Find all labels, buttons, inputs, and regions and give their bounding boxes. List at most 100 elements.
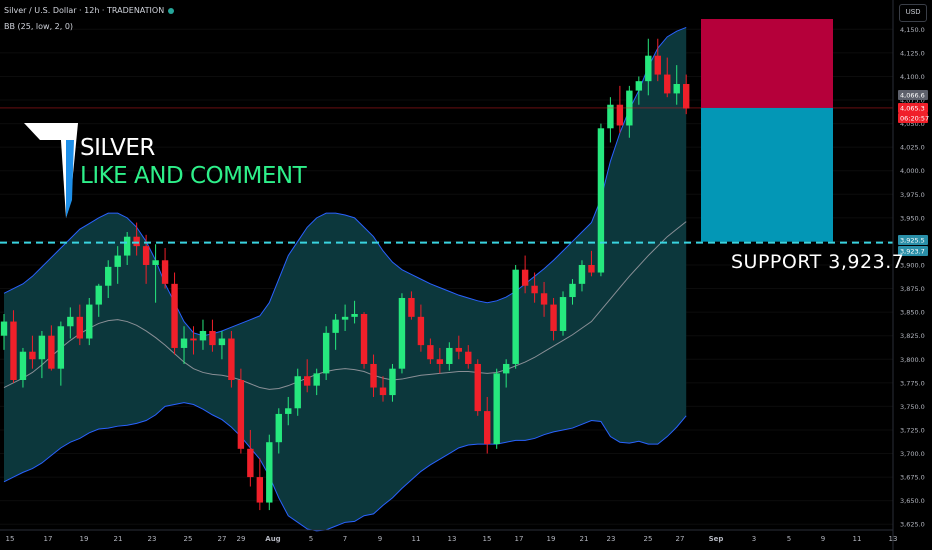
x-tick-label: 13 [889,535,898,543]
indicator-legend[interactable]: BB (25, low, 2, 0) [4,22,73,31]
y-tick-label: 3,975.0 [900,191,925,199]
candle-body [541,293,547,304]
candle-body [503,364,509,373]
x-tick-label: 11 [412,535,421,543]
y-tick-label: 3,825.0 [900,332,925,340]
brand-subtitle: LIKE AND COMMENT [80,163,306,189]
target-zone [701,19,833,108]
x-tick-label: 27 [676,535,685,543]
x-tick-label: 15 [6,535,15,543]
candle-body [475,364,481,411]
x-tick-label: Aug [265,535,280,543]
candle-body [598,128,604,272]
x-tick-label: 29 [237,535,246,543]
x-tick-label: 13 [448,535,457,543]
candle [494,369,500,449]
candle-body [361,314,367,364]
x-tick-label: 9 [821,535,825,543]
candle [266,435,272,510]
x-tick-label: 9 [378,535,382,543]
candle-body [124,237,130,256]
candle-body [522,270,528,286]
price-axis[interactable]: 4,150.0 4,125.0 4,100.0 4,075.0 4,050.0 4,025… [893,0,929,550]
symbol-title-text: Silver / U.S. Dollar · 12h · TRADENATION [4,6,164,15]
countdown-tag: 06:20:57 [900,115,929,123]
symbol-title[interactable]: Silver / U.S. Dollar · 12h · TRADENATION [4,6,174,15]
candle-body [664,75,670,94]
x-tick-label: 15 [483,535,492,543]
candle-body [579,265,585,284]
y-tick-label: 4,100.0 [900,73,925,81]
x-tick-label: 25 [644,535,653,543]
candle-body [399,298,405,369]
bid-price-tag: 4,065.3 [900,105,925,113]
candle-body [332,320,338,333]
candle [257,458,263,510]
y-tick-label: 4,000.0 [900,167,925,175]
y-tick-label: 4,150.0 [900,26,925,34]
candle-body [370,364,376,388]
candle-body [10,322,16,380]
candle-body [351,314,357,317]
candle-body [247,449,253,477]
candle [86,298,92,345]
candle-body [683,84,689,109]
y-tick-label: 4,025.0 [900,144,925,152]
candle-body [152,260,158,265]
candle [238,369,244,454]
candle [475,359,481,416]
y-tick-label: 3,675.0 [900,474,925,482]
candle-body [607,105,613,129]
last-price-tag: 4,066.6 [900,92,925,100]
candle-body [105,267,111,286]
candle-body [295,376,301,408]
candle-body [276,414,282,442]
candle-body [266,442,272,502]
candle-body [162,260,168,284]
y-tick-label: 3,725.0 [900,426,925,434]
candle-body [115,256,121,267]
y-tick-label: 3,750.0 [900,403,925,411]
candle-body [171,284,177,348]
x-tick-label: 7 [343,535,347,543]
candle [399,293,405,373]
candle-body [257,477,263,502]
x-tick-label: 25 [184,535,193,543]
brand-title: SILVER [80,135,155,161]
candle-body [209,331,215,345]
currency-button[interactable]: USD [899,4,927,22]
stop-zone [701,108,833,242]
candle [323,326,329,380]
candle-body [67,317,73,326]
candle-body [238,380,244,449]
candle-body [427,345,433,359]
x-tick-label: 11 [853,535,862,543]
y-tick-label: 3,850.0 [900,309,925,317]
candle-body [323,333,329,374]
y-tick-label: 3,800.0 [900,356,925,364]
candle-body [560,297,566,331]
candle-body [133,237,139,246]
x-tick-label: 3 [752,535,756,543]
candle-body [48,336,54,369]
candle-body [143,246,149,265]
x-tick-label: 5 [309,535,313,543]
time-axis[interactable]: 15 17 19 21 23 25 27 29 Aug 5 7 9 11 13 15 17 19 21 23 25 27… [0,530,897,543]
candle-body [645,56,651,81]
candle-body [285,408,291,414]
candle-body [655,56,661,75]
x-tick-label: 17 [44,535,53,543]
candle-body [181,339,187,348]
candle-body [342,317,348,320]
candle-body [418,317,424,345]
candle-body [569,284,575,297]
y-tick-label: 3,875.0 [900,285,925,293]
y-tick-label: 3,700.0 [900,450,925,458]
candle-body [313,373,319,385]
x-tick-label: 21 [114,535,123,543]
candle-body [96,286,102,305]
x-tick-label: 23 [607,535,616,543]
candle-body [304,376,310,385]
candle-body [674,84,680,93]
